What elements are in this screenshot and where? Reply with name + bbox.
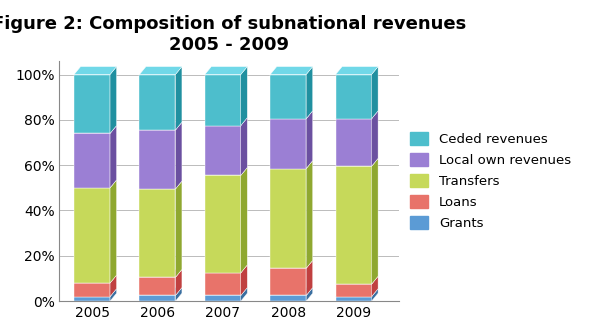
Polygon shape <box>336 158 378 166</box>
Polygon shape <box>270 295 306 301</box>
Polygon shape <box>336 296 372 301</box>
Polygon shape <box>74 67 117 74</box>
Polygon shape <box>74 283 110 296</box>
Polygon shape <box>270 268 306 295</box>
Polygon shape <box>336 166 372 284</box>
Polygon shape <box>336 289 378 296</box>
Polygon shape <box>270 74 306 119</box>
Polygon shape <box>270 260 313 268</box>
Polygon shape <box>139 130 175 189</box>
Polygon shape <box>372 289 378 301</box>
Polygon shape <box>205 175 241 273</box>
Polygon shape <box>336 276 378 284</box>
Polygon shape <box>205 74 241 126</box>
Polygon shape <box>372 67 378 119</box>
Polygon shape <box>372 276 378 296</box>
Polygon shape <box>270 287 313 295</box>
Polygon shape <box>139 295 175 301</box>
Polygon shape <box>74 133 110 188</box>
Polygon shape <box>241 118 247 175</box>
Polygon shape <box>241 265 247 295</box>
Polygon shape <box>74 296 110 301</box>
Polygon shape <box>205 67 247 74</box>
Polygon shape <box>306 67 313 119</box>
Polygon shape <box>336 119 372 166</box>
Polygon shape <box>139 189 175 277</box>
Polygon shape <box>139 67 182 74</box>
Polygon shape <box>205 287 247 295</box>
Polygon shape <box>372 111 378 166</box>
Polygon shape <box>74 74 110 133</box>
Polygon shape <box>175 122 182 189</box>
Polygon shape <box>336 284 372 296</box>
Polygon shape <box>336 111 378 119</box>
Polygon shape <box>270 111 313 119</box>
Title: Figure 2: Composition of subnational revenues
2005 - 2009: Figure 2: Composition of subnational rev… <box>0 15 467 54</box>
Polygon shape <box>74 180 117 188</box>
Polygon shape <box>270 119 306 169</box>
Polygon shape <box>306 287 313 301</box>
Polygon shape <box>306 111 313 169</box>
Polygon shape <box>205 295 241 301</box>
Polygon shape <box>372 158 378 284</box>
Polygon shape <box>205 118 247 126</box>
Polygon shape <box>74 188 110 283</box>
Polygon shape <box>241 168 247 273</box>
Polygon shape <box>336 67 378 74</box>
Polygon shape <box>175 287 182 301</box>
Polygon shape <box>241 67 247 126</box>
Polygon shape <box>306 160 313 268</box>
Polygon shape <box>205 265 247 273</box>
Legend: Ceded revenues, Local own revenues, Transfers, Loans, Grants: Ceded revenues, Local own revenues, Tran… <box>406 128 575 234</box>
Polygon shape <box>205 168 247 175</box>
Polygon shape <box>110 67 117 133</box>
Polygon shape <box>139 181 182 189</box>
Polygon shape <box>306 260 313 295</box>
Polygon shape <box>270 169 306 268</box>
Polygon shape <box>139 269 182 277</box>
Polygon shape <box>336 74 372 119</box>
Polygon shape <box>74 275 117 283</box>
Polygon shape <box>175 67 182 130</box>
Polygon shape <box>110 126 117 188</box>
Polygon shape <box>175 181 182 277</box>
Polygon shape <box>139 277 175 295</box>
Polygon shape <box>270 67 313 74</box>
Polygon shape <box>205 126 241 175</box>
Polygon shape <box>139 287 182 295</box>
Polygon shape <box>241 287 247 301</box>
Polygon shape <box>110 289 117 301</box>
Polygon shape <box>139 74 175 130</box>
Polygon shape <box>270 160 313 169</box>
Polygon shape <box>110 275 117 296</box>
Polygon shape <box>139 122 182 130</box>
Polygon shape <box>110 180 117 283</box>
Polygon shape <box>74 126 117 133</box>
Polygon shape <box>175 269 182 295</box>
Polygon shape <box>205 273 241 295</box>
Polygon shape <box>74 289 117 296</box>
